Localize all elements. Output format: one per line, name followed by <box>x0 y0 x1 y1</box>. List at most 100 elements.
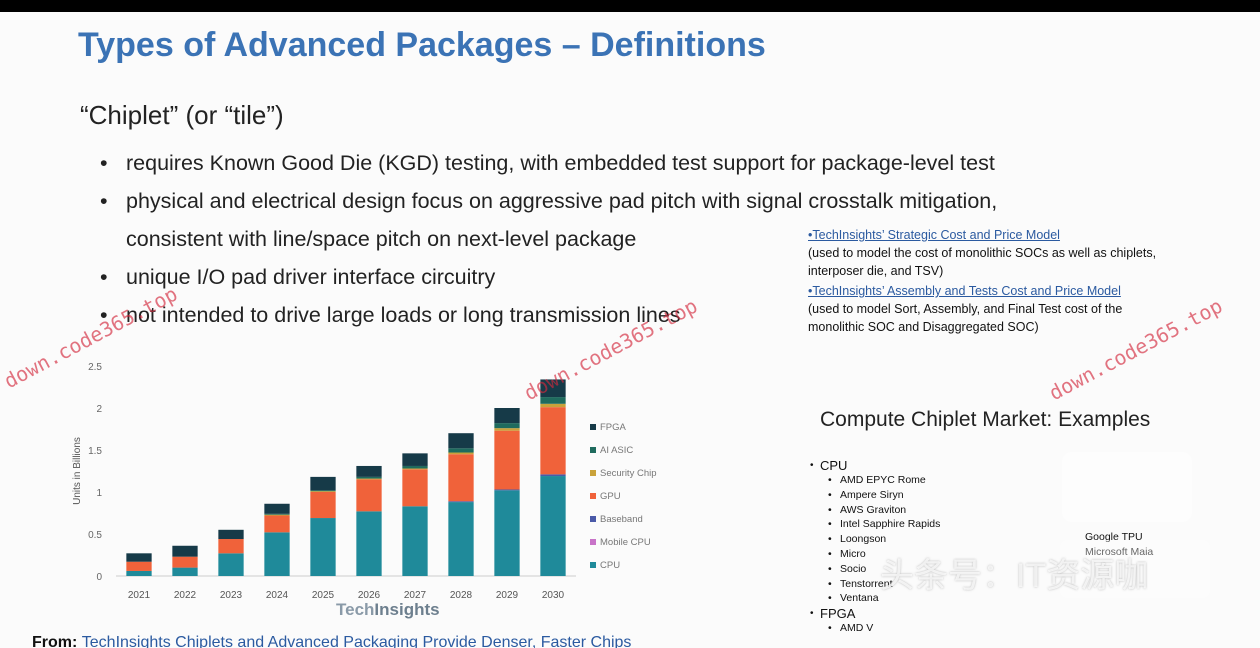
bar-segment-gpu <box>402 469 428 507</box>
item-label: Tenstorrent <box>840 577 893 590</box>
bullet-continuation: consistent with line/space pitch on next… <box>100 220 1140 258</box>
sub-bullet: • <box>828 592 832 605</box>
bar-segment-cpu <box>218 553 244 576</box>
sub-bullet: • <box>828 518 832 531</box>
sub-bullet: • <box>828 622 832 635</box>
x-tick-label: 2025 <box>312 590 335 601</box>
legend-swatch <box>590 447 596 453</box>
overlay-badge <box>1062 452 1192 522</box>
y-tick-label: 2.5 <box>88 362 102 373</box>
bar-segment-fpga <box>126 553 152 562</box>
list-item: • AMD V <box>810 621 940 636</box>
bar-segment-baseband <box>448 501 474 503</box>
bullet-text: consistent with line/space pitch on next… <box>126 227 637 251</box>
item-label: Ventana <box>840 592 879 605</box>
list-item: • Micro <box>810 547 940 562</box>
bullet-text: physical and electrical design focus on … <box>126 189 998 213</box>
logo-part-2: Insights <box>374 600 440 619</box>
list-item: Microsoft Maia <box>1085 546 1154 558</box>
top-black-bar <box>0 0 1260 12</box>
definition-bullets: • requires Known Good Die (KGD) testing, … <box>100 144 1140 334</box>
market-category-fpga: • FPGA <box>810 606 940 621</box>
bar-segment-security-chip <box>402 468 428 470</box>
slide-subtitle: “Chiplet” (or “tile”) <box>80 100 284 130</box>
y-tick-label: 0 <box>96 572 102 583</box>
bar-segment-ai-asic <box>540 397 566 404</box>
bar-segment-cpu <box>310 518 336 576</box>
chart-svg: 0 0.5 1 1.5 2 2.5 Units in Billions 2021 2022 202… <box>72 362 657 601</box>
x-tick-label: 2029 <box>496 590 519 601</box>
bar-segment-ai-asic <box>494 423 520 429</box>
item-label: Ampere Siryn <box>840 488 904 501</box>
strategic-model-desc-1: (used to model the cost of monolithic SO… <box>808 246 1157 260</box>
slide: Types of Advanced Packages – Definitions… <box>0 12 1260 648</box>
bar-segment-fpga <box>540 379 566 398</box>
x-tick-label: 2023 <box>220 590 243 601</box>
bar-segment-cpu <box>402 506 428 576</box>
bullet-item: • requires Known Good Die (KGD) testing, … <box>100 144 1140 182</box>
x-tick-label: 2024 <box>266 590 289 601</box>
bar-segment-security-chip <box>310 491 336 492</box>
bar-segment-baseband <box>540 474 566 477</box>
source-link[interactable]: TechInsights Chiplets and Advanced Packa… <box>81 634 632 648</box>
logo-part-1: Tech <box>336 600 375 619</box>
list-item: • Socio <box>810 562 940 577</box>
strategic-cost-model-link[interactable]: •TechInsights’ Strategic Cost and Price … <box>808 228 1060 242</box>
assembly-model-desc-1: (used to model Sort, Assembly, and Final… <box>808 302 1123 316</box>
bar-segment-fpga <box>402 453 428 466</box>
bar-segment-gpu <box>126 561 152 571</box>
bullet-text: requires Known Good Die (KGD) testing, w… <box>126 151 995 175</box>
x-tick-label: 2027 <box>404 590 427 601</box>
item-label: AWS Graviton <box>840 503 907 516</box>
bar-segment-baseband <box>494 489 520 491</box>
bar-segment-gpu <box>310 492 336 519</box>
market-list-right: Google TPU Microsoft Maia <box>1085 530 1153 560</box>
legend-swatch <box>590 470 596 476</box>
bar-segment-gpu <box>264 515 290 533</box>
bar-segment-gpu <box>540 407 566 475</box>
assembly-model-desc-2: monolithic SOC and Disaggregated SOC) <box>808 320 1039 334</box>
bar-segment-security-chip <box>356 478 382 480</box>
item-label: AMD EPYC Rome <box>840 474 926 486</box>
item-label: Loongson <box>840 533 887 546</box>
bar-segment-cpu <box>126 570 152 576</box>
bar-segment-security-chip <box>264 514 290 516</box>
sub-bullet: • <box>828 547 832 560</box>
bar-segment-cpu <box>540 476 566 576</box>
bar-segment-fpga <box>172 545 198 557</box>
y-tick-label: 2 <box>96 404 102 415</box>
y-tick-label: 0.5 <box>88 530 102 541</box>
legend-swatch <box>590 562 596 568</box>
list-item: • Loongson <box>810 532 940 547</box>
bar-segment-gpu <box>356 479 382 512</box>
bar-segment-gpu <box>448 454 474 502</box>
x-tick-label: 2021 <box>128 590 151 601</box>
slide-title: Types of Advanced Packages – Definitions <box>78 26 766 64</box>
bar-segment-fpga <box>494 408 520 424</box>
sub-bullet: • <box>828 503 832 516</box>
bullet-item: • not intended to drive large loads or lo… <box>100 296 1140 334</box>
list-item: • Tenstorrent <box>810 577 940 592</box>
bar-segment-cpu <box>264 532 290 576</box>
assembly-cost-model-link[interactable]: •TechInsights’ Assembly and Tests Cost a… <box>808 284 1121 298</box>
source-prefix: From: <box>32 634 82 648</box>
y-tick-label: 1.5 <box>88 446 102 457</box>
techinsights-logo: TechInsights <box>336 600 440 620</box>
bar-segment-cpu <box>448 502 474 576</box>
x-tick-label: 2028 <box>450 590 473 601</box>
bar-segment-cpu <box>494 490 520 576</box>
market-category-cpu: • CPU <box>810 458 940 473</box>
bullet-dot: • <box>810 608 814 620</box>
bar-segment-cpu <box>356 511 382 576</box>
bullet-text: unique I/O pad driver interface circuitr… <box>126 265 496 289</box>
cost-model-notes: •TechInsights’ Strategic Cost and Price … <box>808 226 1188 336</box>
bar-segment-gpu <box>172 556 198 568</box>
sub-bullet: • <box>828 488 832 501</box>
bullet-dot: • <box>100 189 108 213</box>
overlay-box <box>1060 540 1210 598</box>
legend-label: Baseband <box>600 514 643 525</box>
bullet-dot: • <box>100 265 108 289</box>
channel-watermark-text: 头条号：IT资源咖 <box>880 557 1149 595</box>
bar-segment-fpga <box>310 476 336 491</box>
bar-segment-ai-asic <box>356 476 382 479</box>
